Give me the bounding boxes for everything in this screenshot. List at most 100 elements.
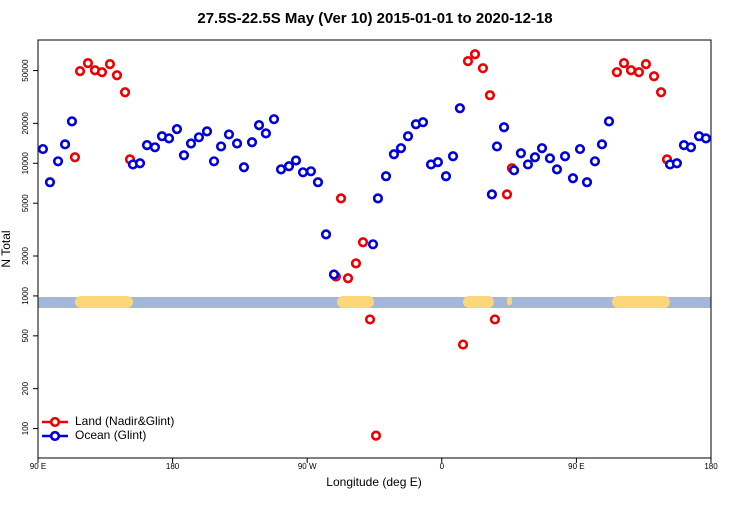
data-point [335,193,347,204]
data-point [260,128,272,139]
data-point [275,164,287,175]
land-band [612,296,670,308]
data-point [268,114,280,125]
data-point [417,117,429,128]
data-point [372,193,384,204]
data-point [395,143,407,154]
data-point [611,67,623,78]
data-point [283,161,295,172]
data-point [111,70,123,81]
data-point [367,239,379,250]
data-point [163,133,175,144]
data-point [201,126,213,137]
data-point [457,339,469,350]
data-point [596,139,608,150]
data-point [640,59,652,70]
x-tick-label: 90 E [568,462,584,471]
x-tick-label: 0 [440,462,445,471]
data-point [37,143,49,155]
data-point [350,258,362,269]
data-point [44,177,56,188]
data-point [447,151,459,162]
chart-title: 27.5S-22.5S May (Ver 10) 2015-01-01 to 2… [197,10,552,27]
y-tick-label: 2000 [21,247,30,265]
data-point [82,58,94,69]
data-point [489,314,500,325]
data-point [477,63,489,74]
y-tick-label: 5000 [21,194,30,212]
legend-marker [49,430,61,442]
y-tick-label: 20000 [21,112,30,135]
data-point [671,158,683,169]
data-point [462,56,474,67]
data-point [700,133,712,144]
data-point [223,129,235,140]
data-point [508,165,520,176]
data-point [246,137,258,148]
land-band [463,296,494,308]
data-point [380,171,392,182]
y-tick-label: 200 [21,381,30,395]
legend-label: Land (Nadir&Glint) [75,414,174,428]
data-point [536,143,548,154]
legend-marker [49,416,61,428]
data-point [104,59,116,70]
data-point [96,67,108,78]
y-tick-label: 500 [21,329,30,343]
data-point [515,148,527,159]
data-point [141,140,153,151]
ocean-band [38,297,711,308]
land-band [337,296,374,308]
data-point [208,156,220,167]
data-point [69,152,81,163]
y-tick-label: 50000 [21,59,30,82]
data-point [297,167,309,178]
y-axis-label: N Total [0,230,13,267]
data-point [357,237,369,248]
data-point [66,116,78,127]
data-point [171,124,183,135]
land-band [75,296,133,308]
data-point [238,162,250,173]
data-point [501,189,513,200]
data-point [522,159,534,170]
land-mask-band [38,296,711,308]
y-tick-label: 1000 [21,286,30,304]
data-point [633,67,645,78]
data-point [685,142,697,153]
data-point [305,166,317,177]
data-point [484,90,496,101]
data-point [74,66,86,77]
data-point [551,164,563,175]
data-point [342,273,354,284]
data-point [320,229,332,240]
x-tick-label: 90 E [30,462,46,471]
data-point [625,65,637,76]
data-point [603,116,615,127]
data-point [215,141,227,152]
data-point [589,156,601,167]
data-point [364,314,376,325]
data-point [574,143,586,155]
data-point [52,156,64,167]
x-tick-label: 180 [166,462,180,471]
data-point [655,87,667,98]
data-point [134,158,146,169]
data-point [491,141,503,152]
x-tick-label: 90 W [298,462,317,471]
y-tick-label: 100 [21,421,30,435]
data-point [581,177,593,188]
y-tick-label: 10000 [21,152,30,175]
data-point [544,153,556,164]
x-tick-label: 180 [704,462,718,471]
data-point [469,49,481,60]
data-point [59,139,71,150]
data-point [440,171,452,182]
legend-label: Ocean (Glint) [75,428,146,442]
data-point [454,103,465,114]
data-point [529,152,541,163]
data-point [370,430,382,441]
plot-frame [37,39,712,459]
